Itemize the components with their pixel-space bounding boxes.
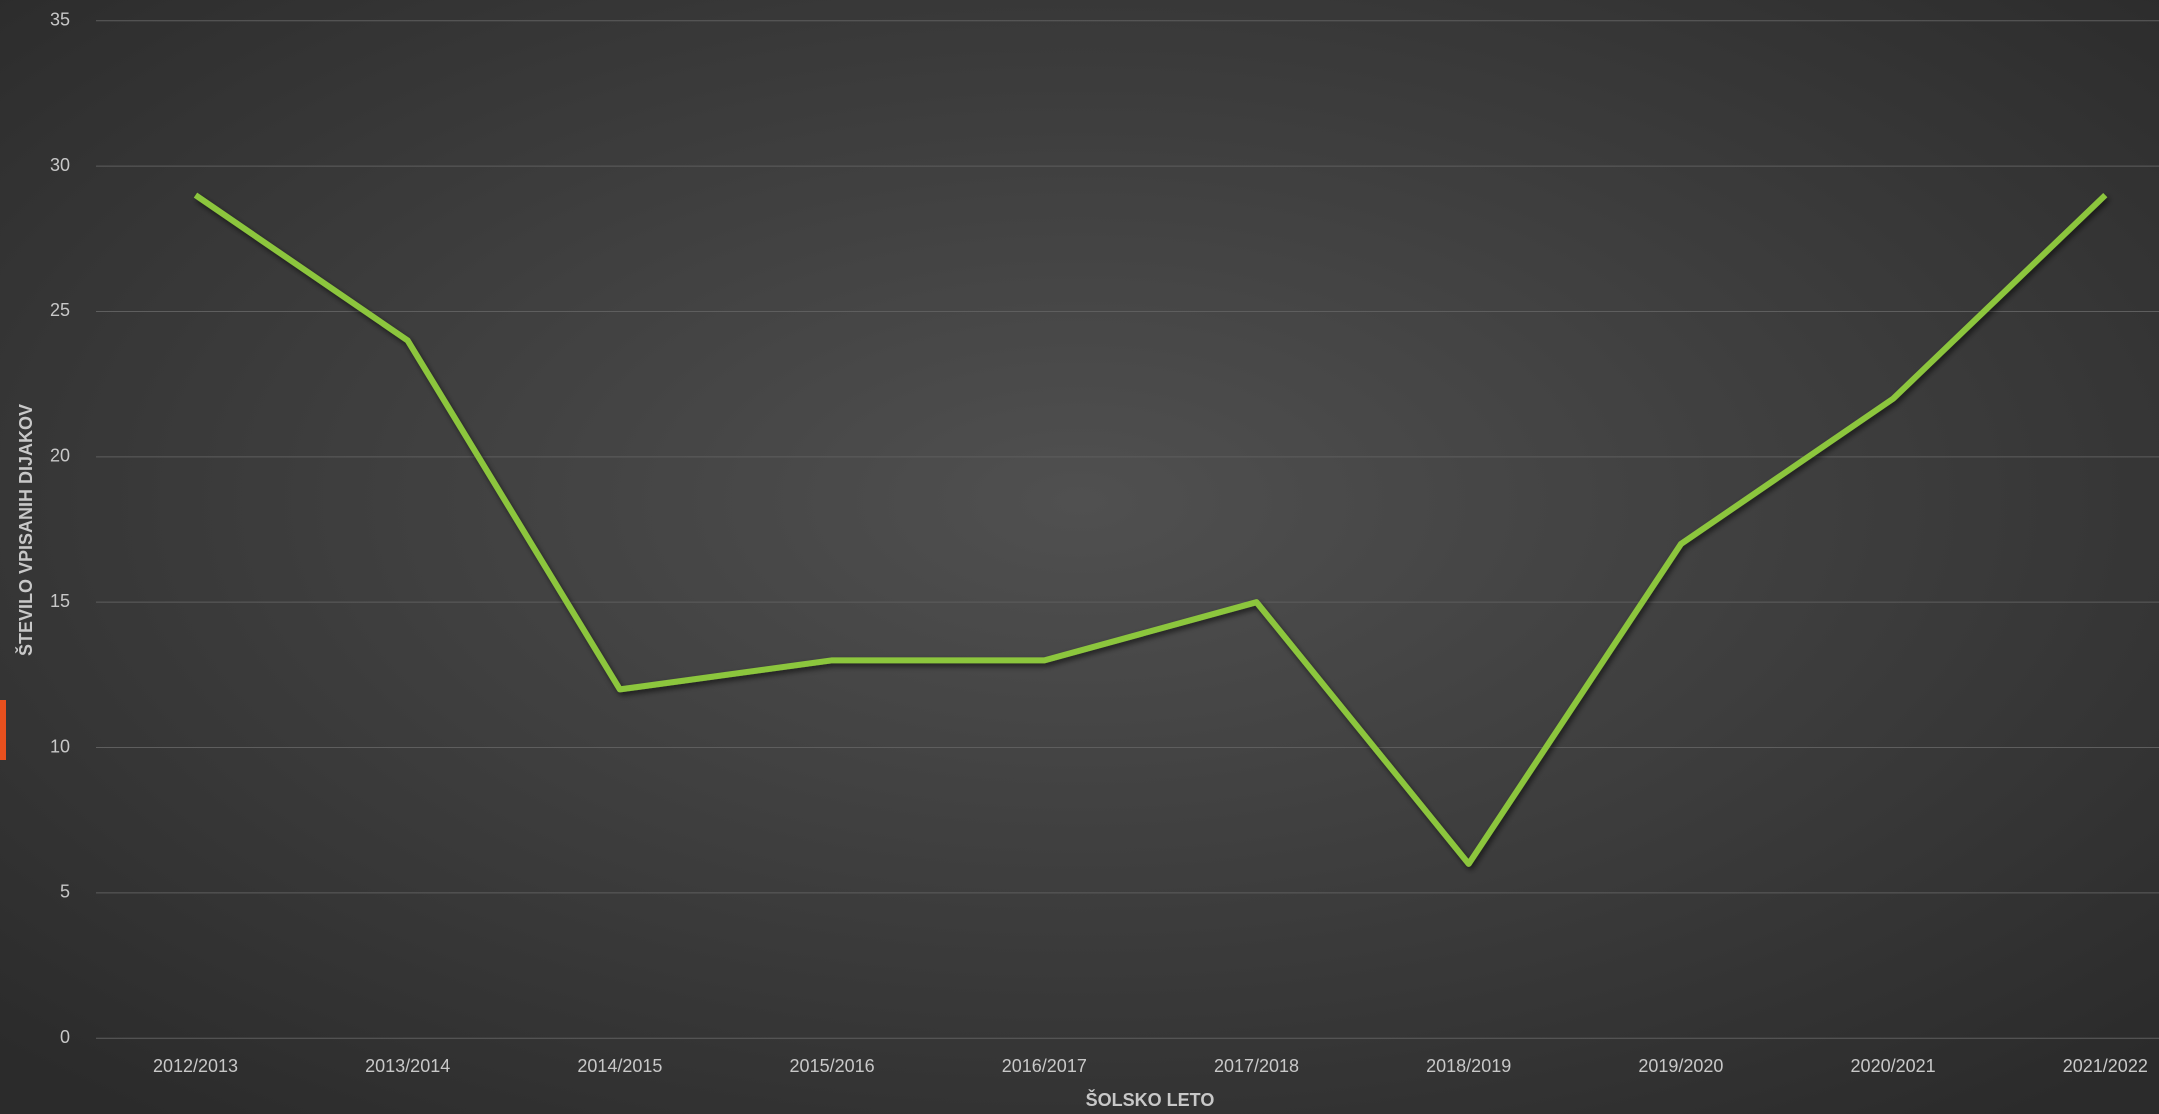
y-axis-title: ŠTEVILO VPISANIH DIJAKOV: [15, 404, 36, 656]
x-tick-label: 2015/2016: [790, 1056, 875, 1076]
x-tick-label: 2012/2013: [153, 1056, 238, 1076]
x-tick-label: 2014/2015: [577, 1056, 662, 1076]
x-tick-label: 2013/2014: [365, 1056, 450, 1076]
y-tick-label: 5: [60, 882, 70, 902]
y-tick-label: 0: [60, 1027, 70, 1047]
x-tick-label: 2018/2019: [1426, 1056, 1511, 1076]
y-tick-label: 30: [50, 155, 70, 175]
x-tick-label: 2016/2017: [1002, 1056, 1087, 1076]
y-tick-label: 10: [50, 736, 70, 756]
x-tick-label: 2017/2018: [1214, 1056, 1299, 1076]
y-tick-label: 35: [50, 9, 70, 29]
data-line: [193, 192, 2108, 867]
y-tick-label: 20: [50, 446, 70, 466]
x-tick-label: 2019/2020: [1638, 1056, 1723, 1076]
y-tick-label: 15: [50, 591, 70, 611]
x-tick-label: 2021/2022: [2063, 1056, 2148, 1076]
x-axis-title: ŠOLSKO LETO: [1086, 1089, 1215, 1110]
y-tick-label: 25: [50, 300, 70, 320]
side-marker: [0, 700, 6, 760]
x-tick-label: 2020/2021: [1851, 1056, 1936, 1076]
grid: [96, 20, 2159, 1039]
